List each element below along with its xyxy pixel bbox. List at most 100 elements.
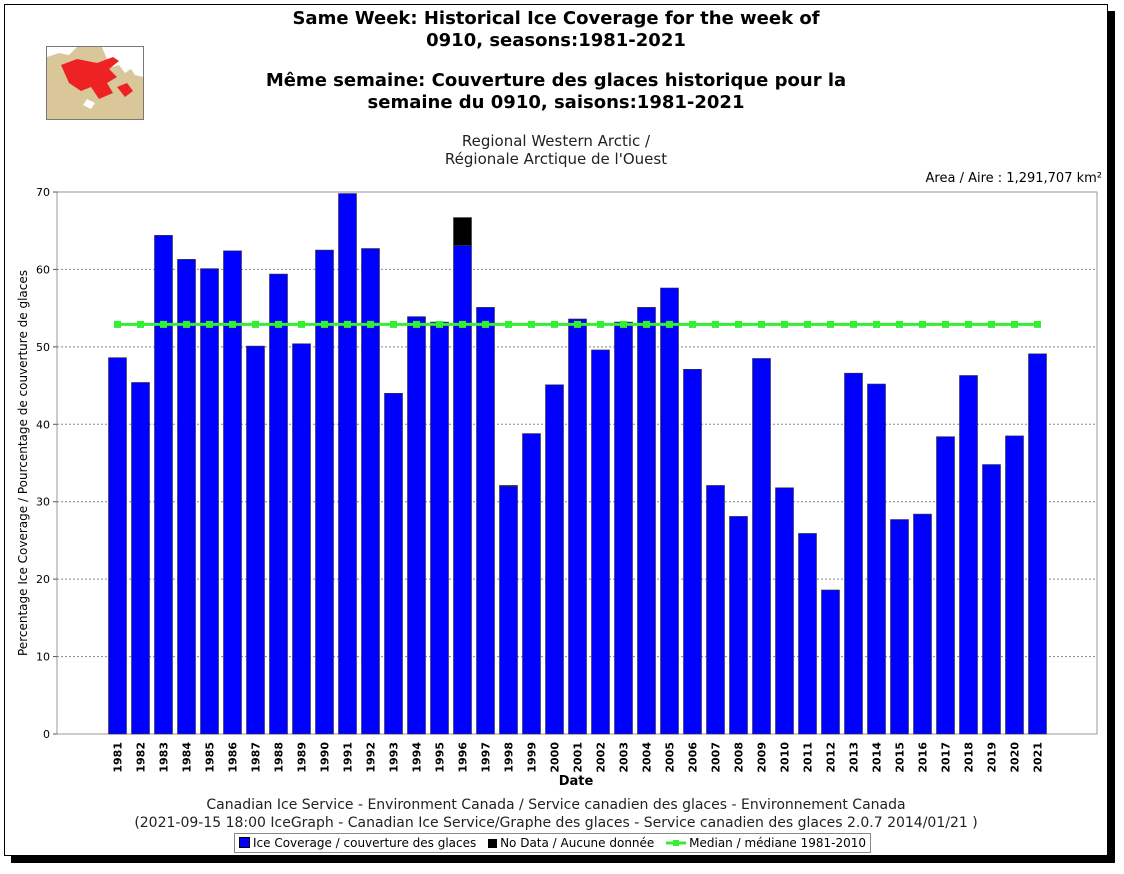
x-tick-label: 2016 — [917, 742, 930, 773]
x-tick-label: 2015 — [894, 742, 907, 773]
median-marker — [344, 320, 351, 328]
ice-bar — [729, 516, 748, 735]
ice-bar — [292, 343, 311, 735]
y-tick-label: 20 — [36, 573, 50, 586]
x-tick-label: 2004 — [641, 742, 654, 773]
median-marker — [735, 320, 742, 328]
legend-item-nodata: No Data / Aucune donnée — [488, 836, 654, 850]
x-tick-label: 2003 — [618, 742, 631, 773]
ice-bar — [637, 307, 656, 735]
ice-bar — [499, 485, 518, 735]
ice-bar — [522, 433, 541, 735]
ice-bar — [706, 485, 725, 735]
x-tick-label: 1985 — [204, 742, 217, 773]
x-tick-label: 2018 — [963, 742, 976, 773]
x-axis-label: Date — [559, 774, 594, 789]
x-tick-label: 2007 — [710, 742, 723, 773]
median-marker — [896, 320, 903, 328]
ice-bar — [453, 245, 472, 735]
y-axis-label: Percentage Ice Coverage / Pourcentage de… — [16, 270, 30, 656]
median-marker — [781, 320, 788, 328]
ice-bar — [545, 384, 564, 735]
median-marker — [919, 320, 926, 328]
legend-item-median: Median / médiane 1981-2010 — [666, 836, 866, 850]
ice-bar — [246, 345, 265, 735]
ice-bar — [361, 248, 380, 735]
y-tick-label: 10 — [36, 651, 50, 664]
ice-bar — [614, 321, 633, 735]
ice-bar — [982, 464, 1001, 735]
x-tick-label: 2008 — [733, 742, 746, 773]
legend-swatch-nodata — [488, 839, 498, 848]
median-marker — [298, 320, 305, 328]
x-tick-label: 2020 — [1009, 742, 1022, 773]
y-tick-label: 40 — [36, 418, 50, 431]
x-tick-label: 2002 — [595, 742, 608, 773]
median-marker — [137, 320, 144, 328]
y-tick-label: 70 — [36, 186, 50, 199]
nodata-bar — [453, 217, 472, 246]
ice-bar — [338, 193, 357, 735]
median-marker — [643, 320, 650, 328]
median-marker — [574, 320, 581, 328]
x-tick-label: 2005 — [664, 742, 677, 773]
legend-label-nodata: No Data / Aucune donnée — [500, 836, 655, 850]
median-marker — [413, 320, 420, 328]
x-tick-label: 1997 — [480, 742, 493, 773]
x-tick-label: 1982 — [135, 742, 148, 773]
x-tick-label: 2019 — [986, 742, 999, 773]
credit-line2: (2021-09-15 18:00 IceGraph - Canadian Ic… — [134, 815, 978, 831]
median-marker — [1011, 320, 1018, 328]
median-marker — [1034, 320, 1041, 328]
title-fr-line2: semaine du 0910, saisons:1981-2021 — [367, 92, 745, 113]
median-marker — [597, 320, 604, 328]
ice-bar — [936, 436, 955, 735]
median-marker — [275, 320, 282, 328]
title-en-line2: 0910, seasons:1981-2021 — [426, 30, 686, 51]
ice-bar — [798, 533, 817, 735]
ice-bar — [223, 250, 242, 735]
ice-bar — [154, 235, 173, 735]
median-marker — [620, 320, 627, 328]
median-marker — [206, 320, 213, 328]
median-marker — [988, 320, 995, 328]
x-tick-label: 2009 — [756, 742, 769, 773]
x-tick-label: 1983 — [158, 742, 171, 773]
median-marker — [666, 320, 673, 328]
legend-item-ice: Ice Coverage / couverture des glaces — [239, 836, 476, 850]
median-marker — [873, 320, 880, 328]
median-marker — [252, 320, 259, 328]
x-tick-label: 1996 — [457, 742, 470, 773]
x-tick-label: 2012 — [825, 742, 838, 773]
median-marker — [183, 320, 190, 328]
ice-bar — [821, 589, 840, 735]
median-marker — [505, 320, 512, 328]
median-marker — [390, 320, 397, 328]
bar-chart: 0 10 20 30 40 50 60 70 1981 1982 1983 1984 1985 1986 1… — [16, 186, 1098, 789]
legend-label-ice: Ice Coverage / couverture des glaces — [253, 836, 477, 850]
nodata-bar — [499, 485, 518, 487]
area-label: Area / Aire : 1,291,707 km² — [925, 171, 1102, 186]
ice-bar — [1005, 435, 1024, 735]
legend-label-median: Median / médiane 1981-2010 — [689, 836, 867, 850]
x-tick-label: 1991 — [342, 742, 355, 773]
median-marker — [321, 320, 328, 328]
x-tick-label: 1989 — [296, 742, 309, 773]
median-marker — [229, 320, 236, 328]
credit-line1: Canadian Ice Service - Environment Canad… — [206, 797, 906, 813]
x-tick-label: 2021 — [1032, 742, 1045, 773]
y-tick-label: 30 — [36, 496, 50, 509]
ice-bar — [867, 383, 886, 735]
ice-bar — [591, 349, 610, 735]
x-tick-label: 1998 — [503, 742, 516, 773]
x-tick-label: 1984 — [181, 742, 194, 773]
region-line2: Régionale Arctique de l'Ouest — [444, 150, 668, 168]
x-tick-label: 1987 — [250, 742, 263, 773]
ice-bar — [660, 287, 679, 735]
x-tick-label: 1992 — [365, 742, 378, 773]
median-marker — [850, 320, 857, 328]
ice-bar — [890, 519, 909, 735]
ice-bar — [108, 357, 127, 735]
median-marker — [160, 320, 167, 328]
median-marker — [459, 320, 466, 328]
